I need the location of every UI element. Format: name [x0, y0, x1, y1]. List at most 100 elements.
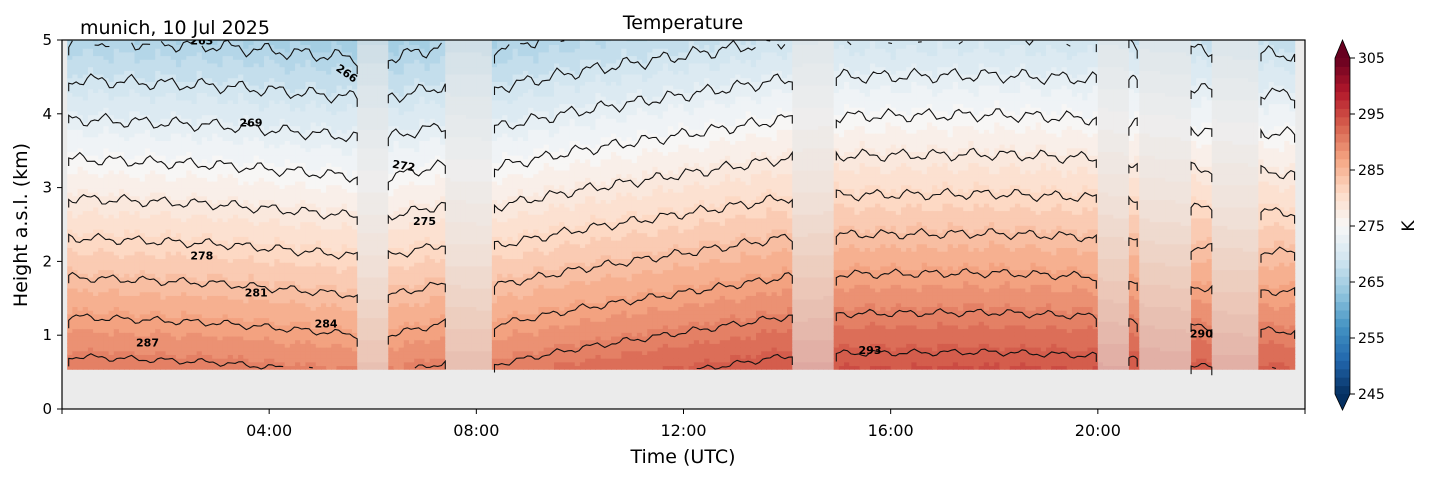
field-cell [186, 232, 193, 237]
field-cell [191, 177, 198, 182]
field-cell [113, 121, 120, 127]
field-cell [124, 221, 130, 226]
field-cell [274, 317, 281, 322]
field-cell [160, 332, 167, 337]
field-cell [336, 73, 343, 79]
field-cell [269, 317, 275, 322]
field-cell [134, 140, 141, 145]
field-cell [207, 132, 213, 138]
field-cell [217, 40, 224, 42]
field-cell [300, 158, 307, 164]
field-cell [341, 258, 348, 263]
field-cell [201, 132, 208, 138]
field-cell [165, 365, 172, 370]
field-cell [222, 66, 229, 71]
field-cell [284, 217, 291, 223]
field-cell [310, 210, 317, 215]
field-cell [289, 265, 296, 271]
field-cell [269, 44, 275, 49]
field-cell [217, 262, 224, 267]
field-cell [320, 262, 327, 267]
field-cell [315, 343, 322, 348]
field-cell [212, 276, 218, 282]
field-cell [238, 96, 244, 101]
field-cell [331, 110, 338, 116]
field-cell [186, 221, 193, 226]
field-cell [346, 77, 353, 82]
field-cell [118, 358, 125, 363]
field-cell [150, 247, 156, 252]
field-cell [144, 206, 151, 212]
field-cell [72, 214, 79, 219]
field-cell [284, 70, 291, 75]
field-cell [341, 55, 348, 60]
field-cell [175, 221, 182, 226]
field-cell [269, 262, 275, 267]
field-cell [227, 339, 234, 344]
field-cell [315, 144, 322, 149]
field-cell [341, 321, 348, 326]
field-cell [279, 44, 286, 49]
field-cell [341, 284, 348, 289]
field-cell [139, 51, 146, 57]
field-cell [222, 114, 229, 119]
field-cell [227, 225, 234, 230]
field-cell [253, 140, 260, 145]
field-cell [165, 306, 172, 311]
field-cell [196, 166, 203, 171]
field-cell [186, 92, 193, 97]
field-cell [295, 85, 301, 90]
field-cell [181, 192, 187, 197]
field-cell [191, 66, 198, 71]
field-cell [243, 221, 250, 226]
field-cell [103, 177, 110, 182]
field-cell [305, 158, 312, 164]
field-cell [139, 225, 146, 230]
field-cell [315, 232, 322, 237]
field-cell [118, 217, 125, 223]
field-cell [98, 221, 105, 226]
field-cell [124, 321, 130, 326]
field-cell [212, 140, 218, 145]
field-cell [279, 221, 286, 226]
field-cell [181, 210, 187, 215]
field-cell [243, 302, 250, 308]
field-cell [274, 236, 281, 241]
field-cell [150, 361, 156, 367]
field-cell [326, 92, 332, 97]
field-cell [320, 232, 327, 237]
field-cell [160, 299, 167, 304]
field-cell [243, 317, 250, 322]
field-cell [181, 361, 187, 367]
field-cell [191, 358, 198, 363]
field-cell [67, 173, 73, 178]
field-cell [269, 195, 275, 201]
field-cell [310, 228, 317, 234]
field-cell [150, 162, 156, 167]
field-cell [258, 77, 265, 82]
field-cell [93, 361, 99, 367]
field-cell [98, 210, 105, 215]
field-cell [191, 335, 198, 341]
field-cell [170, 214, 177, 219]
field-cell [269, 180, 275, 186]
field-cell [300, 284, 307, 289]
field-cell [248, 177, 255, 182]
field-cell [331, 280, 338, 285]
field-cell [196, 180, 203, 186]
field-cell [217, 70, 224, 75]
field-cell [165, 132, 172, 138]
field-cell [279, 321, 286, 326]
field-cell [155, 125, 161, 130]
field-cell [72, 317, 79, 322]
field-cell [331, 173, 338, 178]
field-cell [243, 258, 250, 263]
field-cell [243, 180, 250, 186]
field-cell [77, 365, 84, 370]
field-cell [232, 214, 239, 219]
field-cell [150, 210, 156, 215]
field-cell [284, 247, 291, 252]
field-cell [212, 243, 218, 248]
field-cell [165, 66, 172, 71]
field-cell [263, 92, 270, 97]
